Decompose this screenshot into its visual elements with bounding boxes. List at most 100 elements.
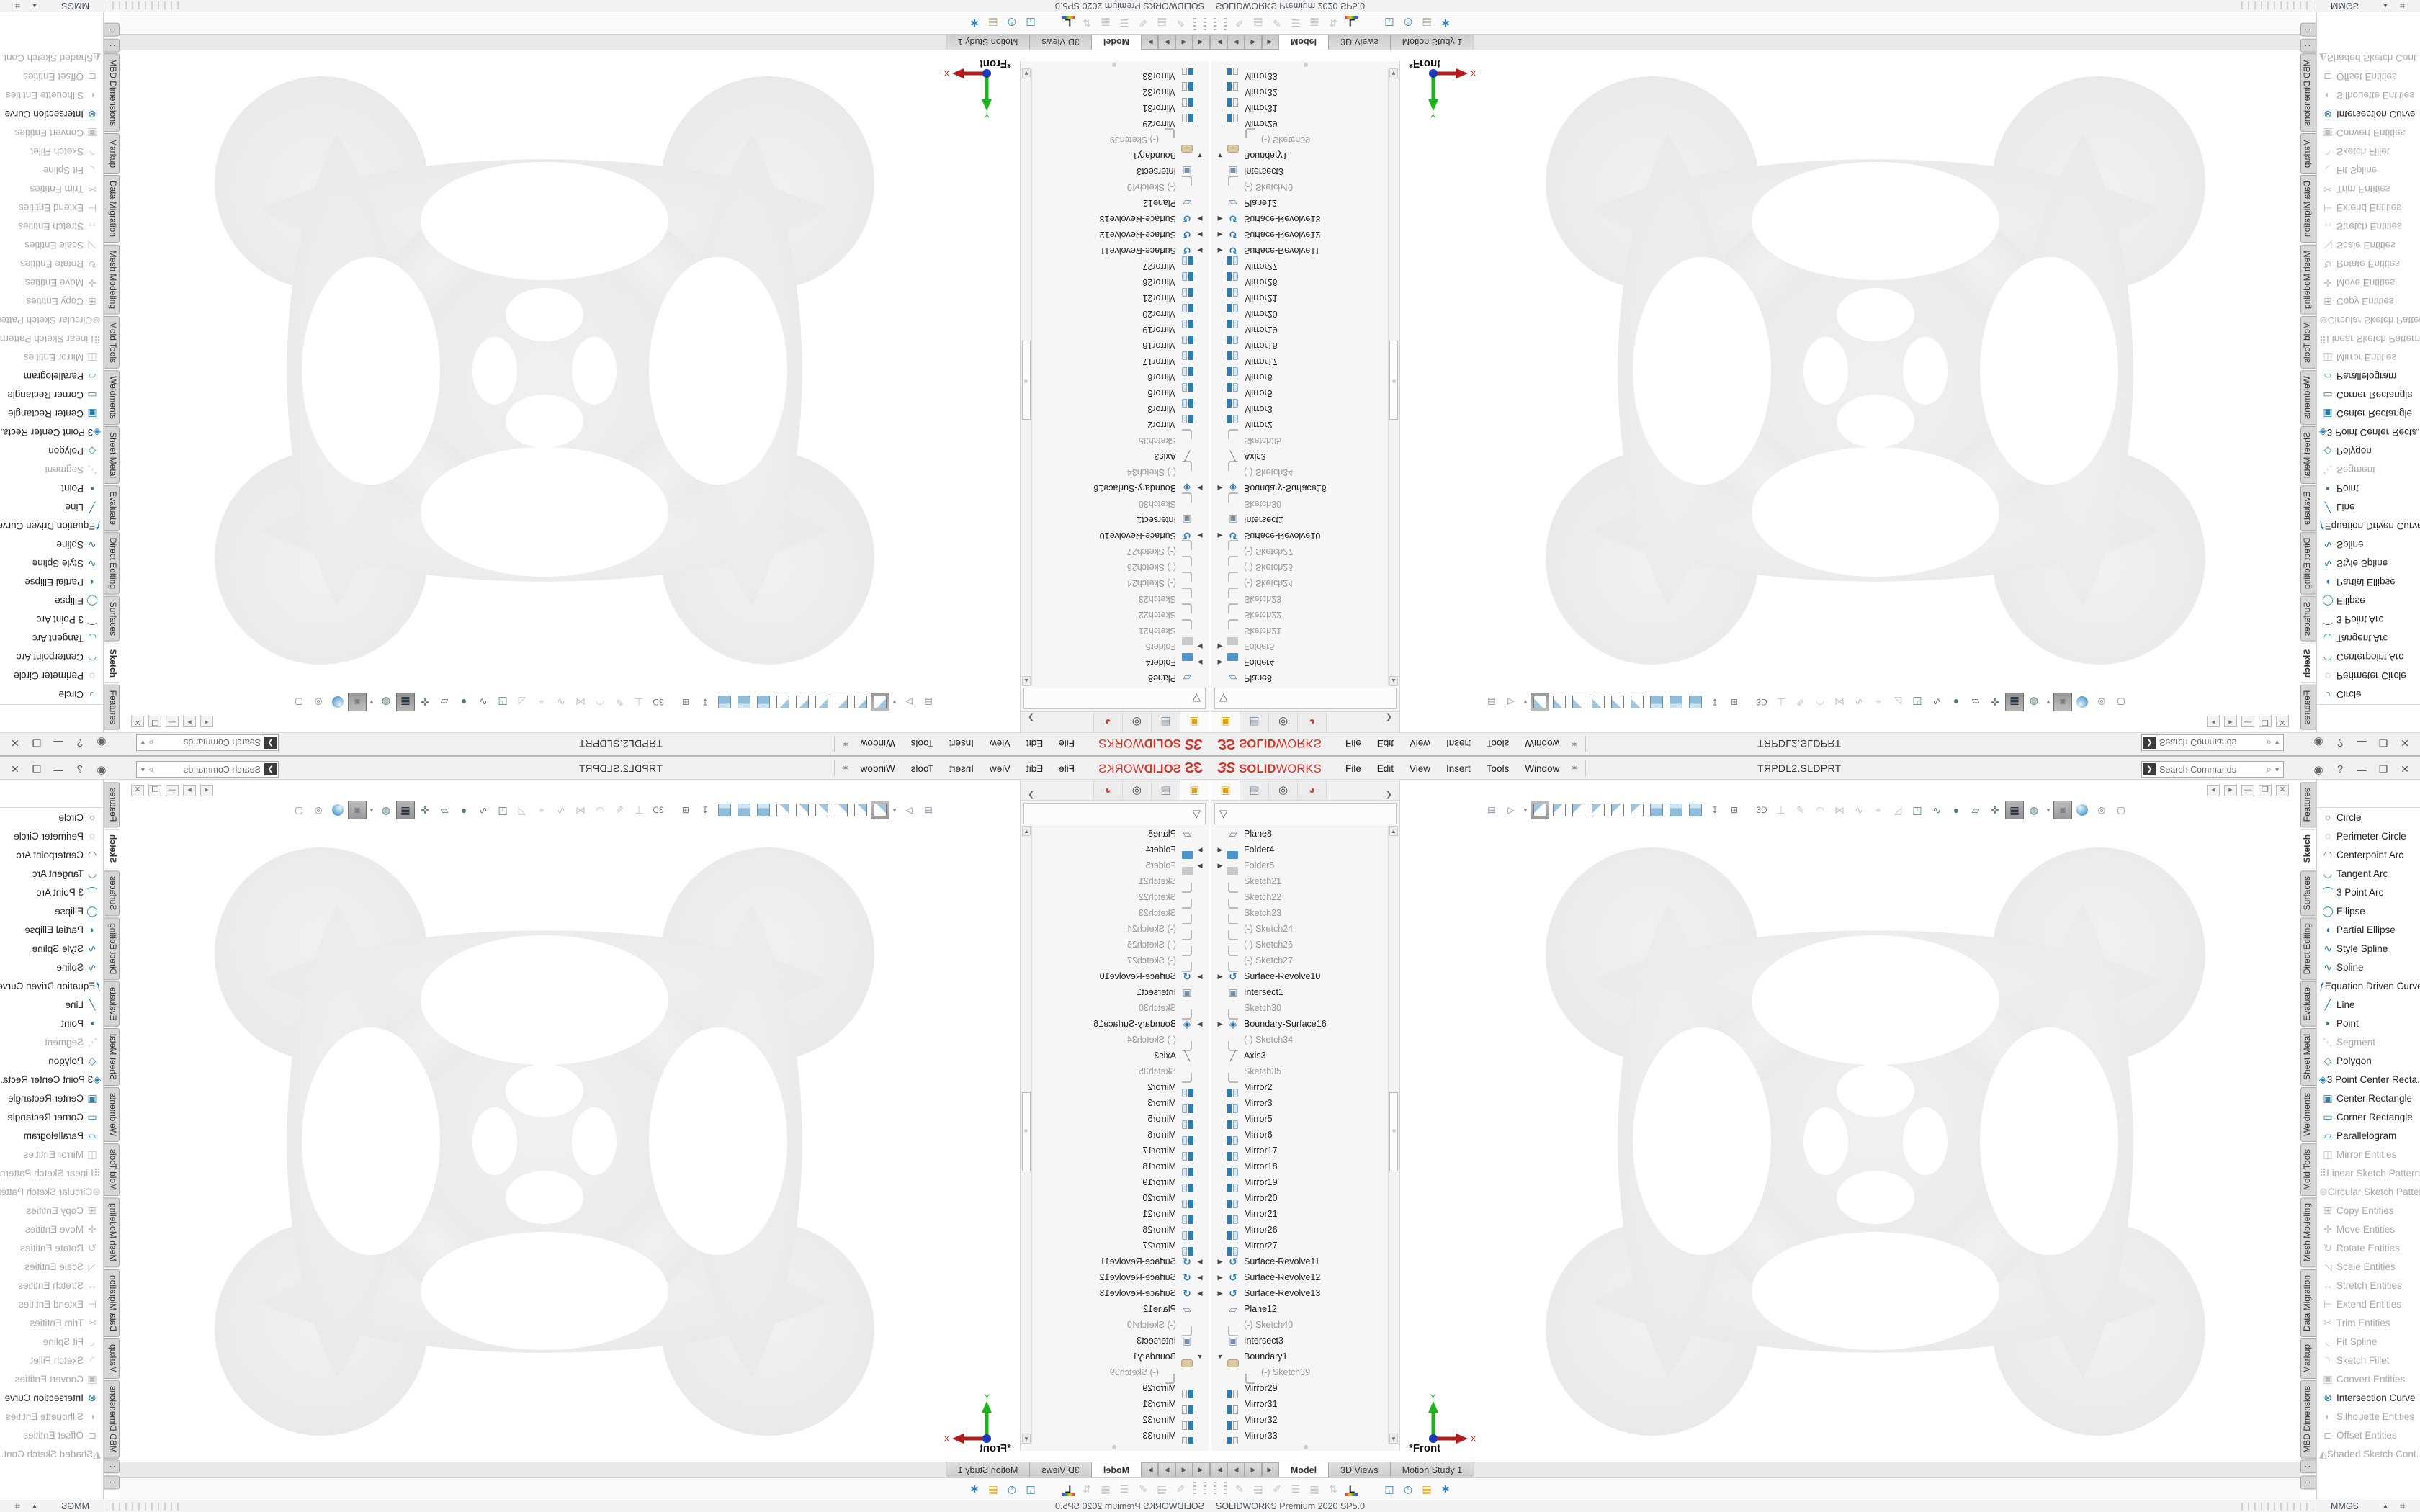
commandmanager-tab[interactable]: Direct Editing bbox=[104, 917, 120, 981]
link-views-icon[interactable]: ⊞ bbox=[681, 805, 690, 815]
sketch-tool-button[interactable]: ⊗ Intersection Curve bbox=[0, 1388, 103, 1407]
pin-menu-icon[interactable]: ✶ bbox=[1570, 762, 1579, 773]
sketch-tool-button[interactable]: ↔ Stretch Entities bbox=[2317, 1276, 2420, 1295]
scroll-up-icon[interactable]: ▲ bbox=[1389, 826, 1398, 836]
view-settings-icon[interactable]: ◎ bbox=[2097, 805, 2106, 815]
markup-pens-icon[interactable]: ✎ bbox=[1235, 17, 1244, 30]
edit-appearance-icon[interactable]: ◙ bbox=[2053, 801, 2072, 819]
configurationmanager-tab[interactable]: ◎ bbox=[1122, 780, 1151, 800]
panel-splitter-handle[interactable] bbox=[1304, 63, 1308, 67]
commandmanager-tab[interactable]: Features bbox=[104, 684, 120, 730]
commandmanager-tab[interactable]: MBD Dimensions bbox=[2300, 1380, 2316, 1459]
sketch-tool-button[interactable]: ⠿ Linear Sketch Pattern bbox=[0, 330, 103, 348]
sketch-tool-button[interactable]: ▣ Convert Entities bbox=[2317, 1369, 2420, 1388]
feature-tree-item[interactable]: Intersect3 bbox=[1032, 1333, 1209, 1349]
sketch-tool-button[interactable]: ▣ Convert Entities bbox=[0, 1369, 103, 1388]
account-icon[interactable]: ◉ bbox=[97, 763, 107, 776]
feature-tree-item[interactable]: Sketch21 bbox=[1032, 623, 1209, 639]
hide-show-points-icon[interactable]: ● bbox=[460, 804, 467, 816]
line-style-icon[interactable]: ☰ bbox=[1291, 17, 1301, 30]
spline-tool-icon[interactable]: ∿ bbox=[1855, 804, 1863, 816]
feature-tree-item[interactable]: (-) Sketch34 bbox=[1032, 464, 1209, 480]
feature-tree-item[interactable]: Surface-Revolve13 bbox=[1032, 1285, 1209, 1301]
feature-tree-item[interactable]: Mirror6 bbox=[1211, 369, 1388, 385]
commandmanager-tab[interactable]: Mesh Modeling bbox=[2300, 1197, 2316, 1268]
feature-tree-item[interactable]: Surface-Revolve10 bbox=[1032, 528, 1209, 544]
sketch-tool-button[interactable]: ╱ Line bbox=[0, 995, 103, 1014]
ink-pencil-icon[interactable]: ✐ bbox=[1139, 17, 1147, 30]
feature-tree-item[interactable]: Folder4 bbox=[1211, 842, 1388, 859]
sketch-tool-button[interactable]: ▣ Convert Entities bbox=[0, 124, 103, 143]
expand-arrow-icon[interactable] bbox=[1214, 215, 1226, 223]
commandmanager-tab[interactable]: Sheet Metal bbox=[2300, 1028, 2316, 1086]
feature-tree-item[interactable]: Sketch21 bbox=[1211, 623, 1388, 639]
tree-scrollbar[interactable]: ▲ ▼ bbox=[1021, 826, 1032, 1444]
separator[interactable] bbox=[1361, 14, 1380, 32]
units-caret-icon[interactable]: ▲ bbox=[2383, 3, 2388, 9]
sketch-tool-button[interactable]: ⊛ Circular Sketch Pattern bbox=[2317, 1182, 2420, 1201]
trim-tool-icon[interactable]: ⋈ bbox=[575, 804, 586, 816]
commandmanager-tab[interactable]: Features bbox=[2300, 684, 2316, 730]
view-left-icon[interactable] bbox=[832, 801, 851, 819]
expand-arrow-icon[interactable] bbox=[1194, 1353, 1206, 1360]
search-input[interactable]: Search Commands bbox=[184, 737, 261, 748]
feature-tree-item[interactable]: Mirror27 bbox=[1211, 258, 1388, 274]
doc-window-button[interactable]: — bbox=[166, 785, 179, 796]
sketch-tool-button[interactable]: ▣ Center Rectangle bbox=[2317, 1089, 2420, 1107]
doc-window-button[interactable]: ❐ bbox=[2259, 785, 2272, 796]
tab-scroll-button[interactable]: ▶ bbox=[1245, 35, 1262, 50]
units-badge[interactable]: MMGS bbox=[61, 1, 89, 11]
commandmanager-tab[interactable]: Sketch bbox=[104, 643, 120, 683]
feature-tree-item[interactable]: Mirror29 bbox=[1211, 1380, 1388, 1398]
feature-tree-item[interactable]: Mirror3 bbox=[1211, 401, 1388, 417]
sketch-tool-button[interactable]: ◡ Tangent Arc bbox=[0, 629, 103, 648]
commandmanager-tab[interactable]: Evaluate bbox=[2300, 485, 2316, 531]
commandmanager-tab[interactable]: Direct Editing bbox=[2300, 917, 2316, 981]
feature-tree-item[interactable]: Surface-Revolve12 bbox=[1211, 227, 1388, 243]
sketch-tool-button[interactable]: ⋱ Segment bbox=[0, 1032, 103, 1051]
tree-scrollbar[interactable]: ▲ ▼ bbox=[1388, 68, 1399, 686]
tab-scroll-button[interactable]: |◀ bbox=[1210, 35, 1227, 50]
expand-arrow-icon[interactable] bbox=[1194, 643, 1206, 651]
trim-tool-icon[interactable]: ⋈ bbox=[575, 696, 586, 708]
open-folder-icon[interactable]: ▤ bbox=[1422, 17, 1432, 30]
feature-tree-item[interactable]: Mirror20 bbox=[1211, 306, 1388, 322]
sketch-tool-button[interactable]: ⊗ Intersection Curve bbox=[2317, 1388, 2420, 1407]
restore-button[interactable]: ❐ bbox=[2378, 737, 2388, 749]
menu-item[interactable]: Tools bbox=[1486, 738, 1510, 750]
hide-show-appearance-icon[interactable]: ◍ bbox=[381, 804, 391, 816]
normal-to-icon[interactable]: ↧ bbox=[1711, 697, 1719, 707]
feature-tree-item[interactable]: Axis3 bbox=[1032, 1048, 1209, 1063]
tab-scroll-button[interactable]: |◀ bbox=[1193, 35, 1210, 50]
sketch-tool-button[interactable]: ◈ 3 Point Center Recta... bbox=[0, 423, 103, 442]
sketch-tool-button[interactable]: ƒ Equation Driven Curve bbox=[0, 517, 103, 536]
view-left-icon[interactable] bbox=[1569, 801, 1588, 819]
feature-tree-item[interactable]: Sketch35 bbox=[1032, 1063, 1209, 1079]
feature-tree-item[interactable]: Plane12 bbox=[1211, 1301, 1388, 1317]
table-grid-icon[interactable]: ▦ bbox=[1309, 17, 1319, 30]
sketch-tool-button[interactable]: ▭ Corner Rectangle bbox=[2317, 386, 2420, 405]
view-selector-icon[interactable]: ▷ bbox=[905, 805, 913, 815]
feature-tree-item[interactable]: Boundary1 bbox=[1032, 1349, 1209, 1364]
commandmanager-tab[interactable]: Direct Editing bbox=[2300, 531, 2316, 595]
sketch-tool-button[interactable]: ◝ Sketch Fillet bbox=[2317, 143, 2420, 161]
part-graphics[interactable] bbox=[1520, 833, 2231, 1450]
sketch-tool-button[interactable]: ⊛ Circular Sketch Pattern bbox=[2317, 311, 2420, 330]
units-badge[interactable]: MMGS bbox=[2331, 1, 2359, 11]
sketch-tool-button[interactable]: ◠ Centerpoint Arc bbox=[2317, 648, 2420, 667]
tab-scroll-button[interactable]: ▶| bbox=[1141, 35, 1158, 50]
commandmanager-tab[interactable]: Data Migration bbox=[104, 175, 120, 243]
feature-tree-item[interactable]: Surface-Revolve13 bbox=[1211, 1285, 1388, 1301]
help-icon[interactable]: ? bbox=[76, 763, 84, 775]
feature-tree-item[interactable]: Boundary1 bbox=[1211, 1349, 1388, 1367]
sketch-tool-button[interactable]: ⌒ 3 Point Arc bbox=[2317, 611, 2420, 629]
sketch-tool-button[interactable]: ◈ 3 Point Center Recta... bbox=[2317, 1070, 2420, 1089]
sketch-tool-button[interactable]: ◯ Ellipse bbox=[2317, 901, 2420, 920]
view-front-icon[interactable] bbox=[1531, 693, 1549, 711]
sketch-tool-button[interactable]: ◐ Silhouette Entities bbox=[0, 1407, 103, 1426]
feature-tree-item[interactable]: (-) Sketch40 bbox=[1211, 179, 1388, 195]
sketch-tool-button[interactable]: ▭ Corner Rectangle bbox=[0, 386, 103, 405]
normal-to-icon[interactable]: ↧ bbox=[1711, 805, 1719, 815]
view-top-icon[interactable] bbox=[1608, 801, 1627, 819]
tree-filter-box[interactable]: ▽ bbox=[1214, 688, 1397, 709]
